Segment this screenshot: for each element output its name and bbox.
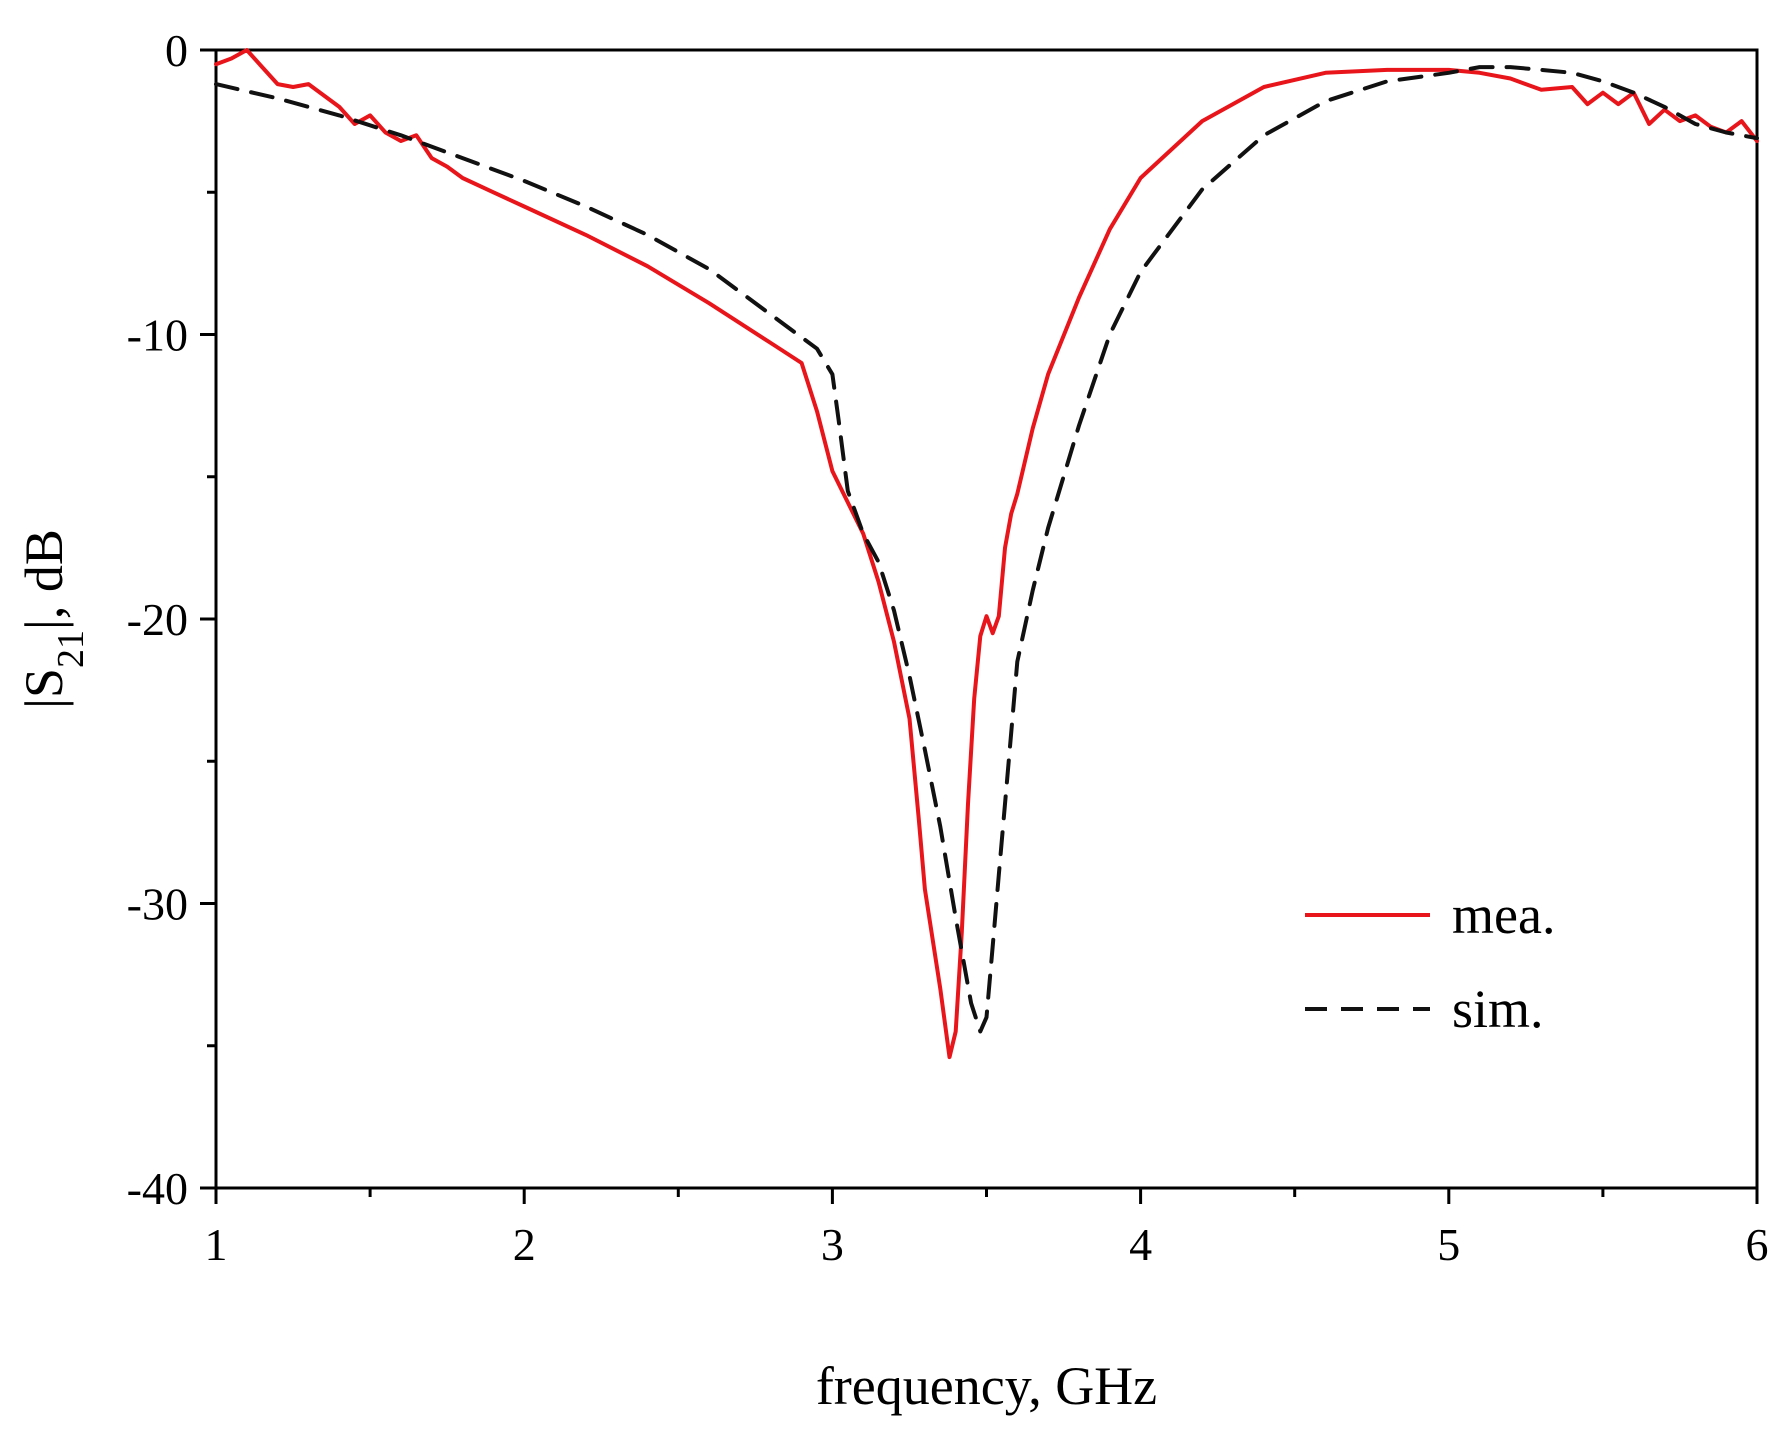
x-tick-label: 5: [1437, 1219, 1460, 1270]
series-line-mea: [214, 48, 1759, 1060]
series-layer: [214, 48, 1759, 1060]
x-axis-title: frequency, GHz: [816, 1356, 1157, 1416]
y-tick-label: -10: [127, 310, 188, 361]
x-tick-label: 4: [1129, 1219, 1152, 1270]
x-axis-ticks: 1 2 3 4 5 6: [205, 1188, 1769, 1270]
series-line-sim: [214, 65, 1759, 1034]
y-axis-title: |S21|, dB: [14, 529, 92, 709]
legend-label-mea: mea.: [1452, 885, 1555, 945]
legend: mea. sim.: [1305, 885, 1555, 1039]
legend-label-sim: sim.: [1452, 979, 1544, 1039]
x-tick-label: 6: [1746, 1219, 1769, 1270]
x-tick-label: 3: [821, 1219, 844, 1270]
y-tick-label: -20: [127, 594, 188, 645]
x-tick-label: 1: [205, 1219, 228, 1270]
y-tick-label: 0: [165, 25, 188, 76]
y-tick-label: -30: [127, 879, 188, 930]
y-axis-ticks: 0 -10 -20 -30 -40: [127, 25, 216, 1214]
y-tick-label: -40: [127, 1163, 188, 1214]
x-tick-label: 2: [513, 1219, 536, 1270]
